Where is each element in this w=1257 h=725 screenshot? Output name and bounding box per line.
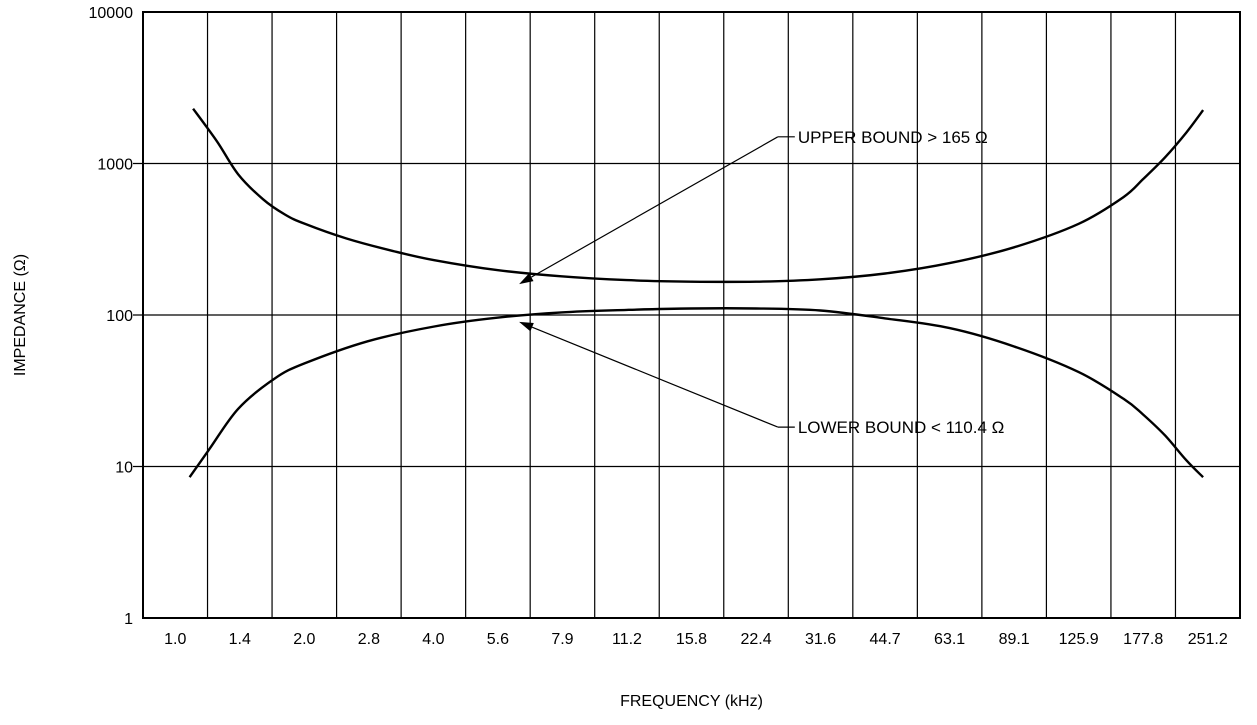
annotation-label: UPPER BOUND > 165 Ω bbox=[798, 128, 988, 147]
arrowhead bbox=[519, 321, 534, 332]
plot-area-frame bbox=[142, 11, 1241, 619]
y-tick-label: 10000 bbox=[89, 5, 134, 22]
x-tick-label: 2.8 bbox=[358, 631, 380, 648]
x-tick-label: 1.4 bbox=[229, 631, 251, 648]
x-tick-label: 251.2 bbox=[1188, 631, 1228, 648]
y-tick-label: 10 bbox=[115, 460, 133, 477]
x-tick-label: 44.7 bbox=[870, 631, 901, 648]
upper-bound-curve bbox=[192, 107, 1205, 284]
x-axis-label: FREQUENCY (kHz) bbox=[620, 693, 763, 710]
x-tick-label: 7.9 bbox=[551, 631, 573, 648]
x-tick-label: 15.8 bbox=[676, 631, 707, 648]
x-tick-label: 63.1 bbox=[934, 631, 965, 648]
x-tick-label: 1.0 bbox=[164, 631, 186, 648]
y-tick-label: 1000 bbox=[97, 157, 133, 174]
annotation-arrow-shaft bbox=[531, 136, 779, 278]
upper-bound-annotation: UPPER BOUND > 165 Ω bbox=[519, 128, 988, 285]
x-tick-label: 2.0 bbox=[293, 631, 315, 648]
series-curves bbox=[188, 107, 1205, 479]
x-tick-label: 5.6 bbox=[487, 631, 509, 648]
x-tick-label: 177.8 bbox=[1123, 631, 1163, 648]
y-tick-labels: 1 10 100 1000 10000 bbox=[89, 5, 134, 628]
arrowhead bbox=[519, 273, 534, 285]
annotation-label: LOWER BOUND < 110.4 Ω bbox=[798, 418, 1005, 437]
x-tick-label: 4.0 bbox=[422, 631, 444, 648]
x-tick-label: 31.6 bbox=[805, 631, 836, 648]
x-tick-label: 89.1 bbox=[999, 631, 1030, 648]
x-tick-labels: 1.0 1.4 2.0 2.8 4.0 5.6 7.9 11.2 15.8 22.4 31.6 44.… bbox=[164, 631, 1228, 648]
annotation-arrow-shaft bbox=[531, 326, 779, 428]
grid-lines bbox=[133, 12, 1240, 618]
x-tick-label: 22.4 bbox=[740, 631, 771, 648]
lower-bound-curve bbox=[188, 307, 1204, 479]
lower-bound-annotation: LOWER BOUND < 110.4 Ω bbox=[519, 321, 1005, 437]
annotations: UPPER BOUND > 165 Ω LOWER BOUND < 110.4 Ω bbox=[519, 128, 1004, 437]
y-tick-label: 100 bbox=[106, 308, 133, 325]
y-axis-label: IMPEDANCE (Ω) bbox=[12, 254, 29, 376]
y-tick-label: 1 bbox=[124, 611, 133, 628]
x-tick-label: 125.9 bbox=[1059, 631, 1099, 648]
x-tick-label: 11.2 bbox=[612, 631, 642, 648]
